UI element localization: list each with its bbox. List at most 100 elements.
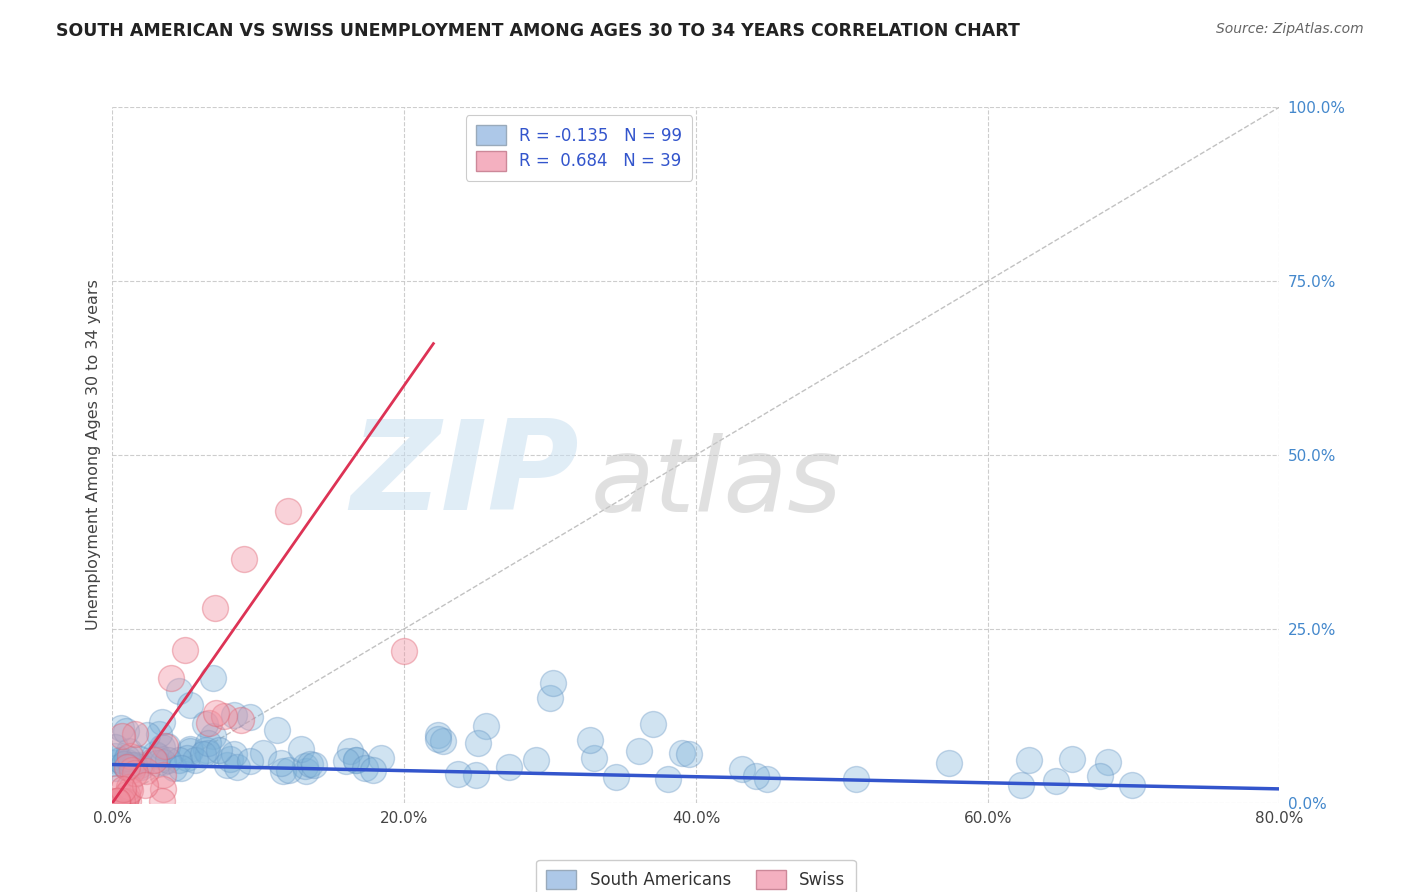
- Point: [344, 753, 367, 767]
- Point: [222, 707, 245, 722]
- Point: [118, 748, 141, 763]
- Point: [142, 753, 165, 767]
- Point: [124, 758, 146, 772]
- Point: [1018, 753, 1040, 767]
- Point: [167, 753, 190, 767]
- Point: [148, 749, 170, 764]
- Point: [105, 794, 128, 808]
- Point: [1090, 769, 1112, 783]
- Point: [204, 601, 226, 615]
- Point: [156, 753, 179, 767]
- Point: [146, 756, 169, 770]
- Point: [605, 770, 627, 784]
- Point: [202, 729, 225, 743]
- Point: [105, 794, 128, 808]
- Point: [152, 768, 174, 782]
- Point: [678, 747, 700, 762]
- Point: [252, 746, 274, 760]
- Point: [191, 747, 214, 762]
- Point: [118, 744, 141, 758]
- Point: [112, 757, 135, 772]
- Text: SOUTH AMERICAN VS SWISS UNEMPLOYMENT AMONG AGES 30 TO 34 YEARS CORRELATION CHART: SOUTH AMERICAN VS SWISS UNEMPLOYMENT AMO…: [56, 22, 1021, 40]
- Point: [294, 759, 316, 773]
- Point: [222, 747, 245, 761]
- Point: [152, 781, 174, 796]
- Point: [755, 772, 778, 787]
- Point: [270, 756, 292, 771]
- Legend: South Americans, Swiss: South Americans, Swiss: [536, 860, 856, 892]
- Point: [163, 761, 186, 775]
- Point: [179, 744, 201, 758]
- Point: [124, 727, 146, 741]
- Point: [195, 743, 218, 757]
- Point: [225, 760, 247, 774]
- Point: [447, 767, 470, 781]
- Point: [276, 503, 298, 517]
- Point: [105, 780, 128, 795]
- Point: [229, 714, 252, 728]
- Point: [731, 762, 754, 776]
- Point: [498, 760, 520, 774]
- Point: [115, 760, 138, 774]
- Point: [197, 736, 219, 750]
- Point: [105, 761, 128, 775]
- Point: [335, 754, 357, 768]
- Point: [432, 734, 454, 748]
- Point: [176, 751, 198, 765]
- Point: [127, 751, 149, 765]
- Text: atlas: atlas: [591, 433, 842, 533]
- Point: [160, 671, 183, 685]
- Point: [104, 756, 127, 770]
- Point: [152, 794, 174, 808]
- Point: [120, 758, 142, 772]
- Point: [239, 755, 262, 769]
- Point: [104, 740, 127, 755]
- Point: [538, 690, 561, 705]
- Point: [197, 746, 219, 760]
- Point: [153, 739, 176, 753]
- Point: [543, 676, 565, 690]
- Point: [938, 756, 960, 770]
- Point: [299, 757, 322, 772]
- Point: [745, 769, 768, 783]
- Point: [1121, 778, 1143, 792]
- Point: [114, 794, 136, 808]
- Point: [671, 746, 693, 760]
- Point: [582, 751, 605, 765]
- Point: [239, 710, 262, 724]
- Text: Source: ZipAtlas.com: Source: ZipAtlas.com: [1216, 22, 1364, 37]
- Point: [135, 764, 157, 778]
- Point: [290, 741, 312, 756]
- Point: [104, 749, 127, 764]
- Point: [1097, 756, 1119, 770]
- Point: [198, 715, 221, 730]
- Y-axis label: Unemployment Among Ages 30 to 34 years: Unemployment Among Ages 30 to 34 years: [86, 279, 101, 631]
- Point: [266, 723, 288, 737]
- Point: [108, 753, 131, 767]
- Point: [115, 759, 138, 773]
- Point: [170, 761, 193, 775]
- Point: [194, 717, 217, 731]
- Point: [118, 780, 141, 794]
- Point: [150, 739, 173, 754]
- Point: [464, 767, 486, 781]
- Point: [105, 794, 128, 808]
- Point: [143, 747, 166, 762]
- Point: [215, 757, 238, 772]
- Point: [179, 742, 201, 756]
- Point: [118, 783, 141, 797]
- Point: [354, 761, 377, 775]
- Point: [361, 763, 384, 777]
- Point: [117, 794, 139, 808]
- Point: [134, 778, 156, 792]
- Point: [105, 794, 128, 808]
- Point: [110, 721, 132, 735]
- Point: [117, 756, 139, 770]
- Point: [339, 744, 361, 758]
- Point: [179, 698, 201, 713]
- Point: [579, 732, 602, 747]
- Point: [392, 644, 416, 658]
- Point: [111, 794, 134, 808]
- Point: [845, 772, 868, 787]
- Point: [475, 719, 498, 733]
